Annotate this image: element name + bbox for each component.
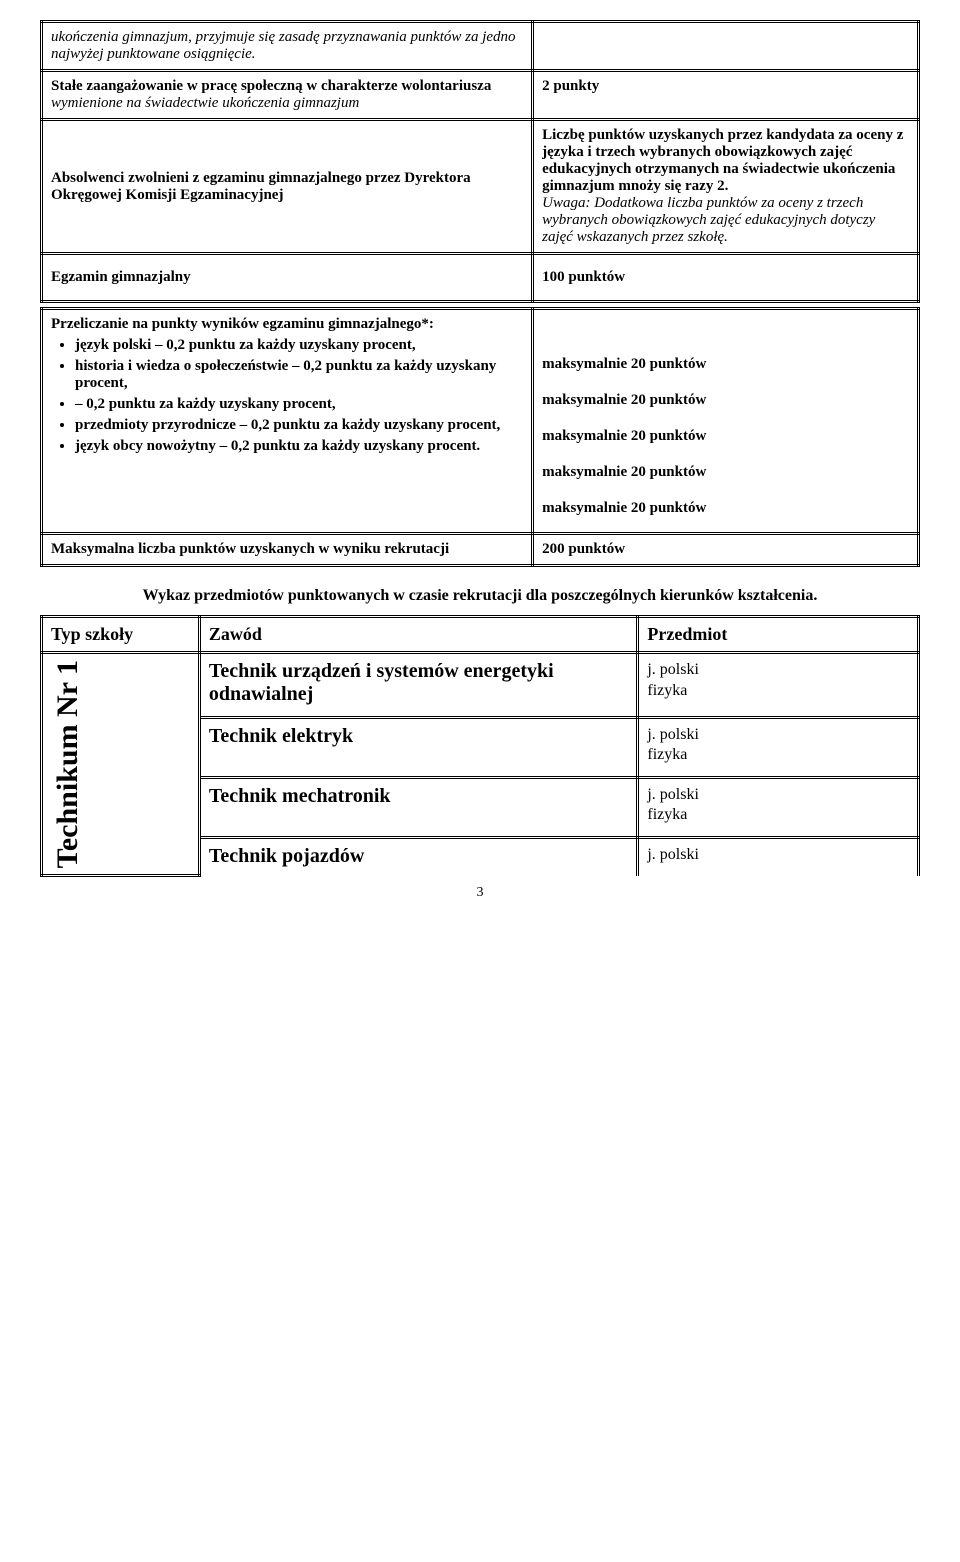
t1-r4c1: Egzamin gimnazjalny <box>42 254 533 302</box>
t1-r3c2a: Liczbę punktów uzyskanych przez kandydat… <box>542 127 909 195</box>
t2-bullets: język polski – 0,2 punktu za każdy uzysk… <box>51 337 523 455</box>
t3-s1a: j. polski <box>647 660 909 681</box>
t3-s2c: fizyka <box>647 745 909 766</box>
t3-s3a: j. polski <box>647 785 909 806</box>
t1-r1c2 <box>533 22 919 71</box>
t1-r1c1-text: ukończenia gimnazjum, przyjmuje się zasa… <box>51 29 516 62</box>
criteria-table-1: ukończenia gimnazjum, przyjmuje się zasa… <box>40 20 920 303</box>
t3-z2: Technik elektryk <box>199 717 638 777</box>
t1-r2c2: 2 punkty <box>533 71 919 120</box>
t2-b3: – 0,2 punktu za każdy uzyskany procent, <box>75 396 523 413</box>
t3-s4: j. polski <box>638 837 919 876</box>
t1-r4c2-text: 100 punktów <box>542 269 625 285</box>
t1-r3c1: Absolwenci zwolnieni z egzaminu gimnazja… <box>42 120 533 254</box>
t2-v4: maksymalnie 20 punktów <box>542 454 909 490</box>
t2-v5: maksymalnie 20 punktów <box>542 490 909 526</box>
t2-r2c1-text: Maksymalna liczba punktów uzyskanych w w… <box>51 541 449 557</box>
t2-r1c1: Przeliczanie na punkty wyników egzaminu … <box>42 309 533 534</box>
t1-r3c2b: Uwaga: Dodatkowa liczba punktów za oceny… <box>542 195 909 246</box>
t1-r1c1: ukończenia gimnazjum, przyjmuje się zasa… <box>42 22 533 71</box>
t3-s1: j. polski fizyka <box>638 653 919 718</box>
t1-r4c1-text: Egzamin gimnazjalny <box>51 269 191 285</box>
t2-r2c1: Maksymalna liczba punktów uzyskanych w w… <box>42 534 533 566</box>
t1-r4c2: 100 punktów <box>533 254 919 302</box>
t3-h3: Przedmiot <box>638 617 919 653</box>
t3-s3: j. polski fizyka <box>638 777 919 837</box>
t2-r2c2: 200 punktów <box>533 534 919 566</box>
t2-r2c2-text: 200 punktów <box>542 541 625 557</box>
t2-b5: język obcy nowożytny – 0,2 punktu za każ… <box>75 438 523 455</box>
t1-r3c1-text: Absolwenci zwolnieni z egzaminu gimnazja… <box>51 170 471 203</box>
t3-h2: Zawód <box>199 617 638 653</box>
t3-h1: Typ szkoły <box>42 617 200 653</box>
criteria-table-2: Przeliczanie na punkty wyników egzaminu … <box>40 307 920 567</box>
t3-z4: Technik pojazdów <box>199 837 638 876</box>
t1-r3c2: Liczbę punktów uzyskanych przez kandydat… <box>533 120 919 254</box>
t3-s2: j. polski fizyka <box>638 717 919 777</box>
t2-r1c2: maksymalnie 20 punktów maksymalnie 20 pu… <box>533 309 919 534</box>
t1-r2c1: Stałe zaangażowanie w pracę społeczną w … <box>42 71 533 120</box>
t3-z1: Technik urządzeń i systemów energetyki o… <box>199 653 638 718</box>
t1-r2c2-text: 2 punkty <box>542 78 599 94</box>
section-title: Wykaz przedmiotów punktowanych w czasie … <box>40 587 920 605</box>
page-number: 3 <box>40 885 920 901</box>
t3-s1c: fizyka <box>647 681 909 702</box>
t3-left: Technikum Nr 1 <box>42 653 200 876</box>
t2-b2: historia i wiedza o społeczeństwie – 0,2… <box>75 358 523 392</box>
subjects-table: Typ szkoły Zawód Przedmiot Technikum Nr … <box>40 615 920 877</box>
t2-v1: maksymalnie 20 punktów <box>542 346 909 382</box>
t3-s3c: fizyka <box>647 805 909 826</box>
t3-z3: Technik mechatronik <box>199 777 638 837</box>
t2-v2: maksymalnie 20 punktów <box>542 382 909 418</box>
t1-r2c1b: wymienione na świadectwie ukończenia gim… <box>51 95 523 112</box>
t2-b1: język polski – 0,2 punktu za każdy uzysk… <box>75 337 523 354</box>
t2-b4: przedmioty przyrodnicze – 0,2 punktu za … <box>75 417 523 434</box>
t1-r2c1a: Stałe zaangażowanie w pracę społeczną w … <box>51 78 523 95</box>
t3-s2a: j. polski <box>647 725 909 746</box>
t2-head: Przeliczanie na punkty wyników egzaminu … <box>51 316 523 333</box>
t3-left-text: Technikum Nr 1 <box>51 660 85 868</box>
t3-s4a: j. polski <box>647 845 909 866</box>
t2-v3: maksymalnie 20 punktów <box>542 418 909 454</box>
